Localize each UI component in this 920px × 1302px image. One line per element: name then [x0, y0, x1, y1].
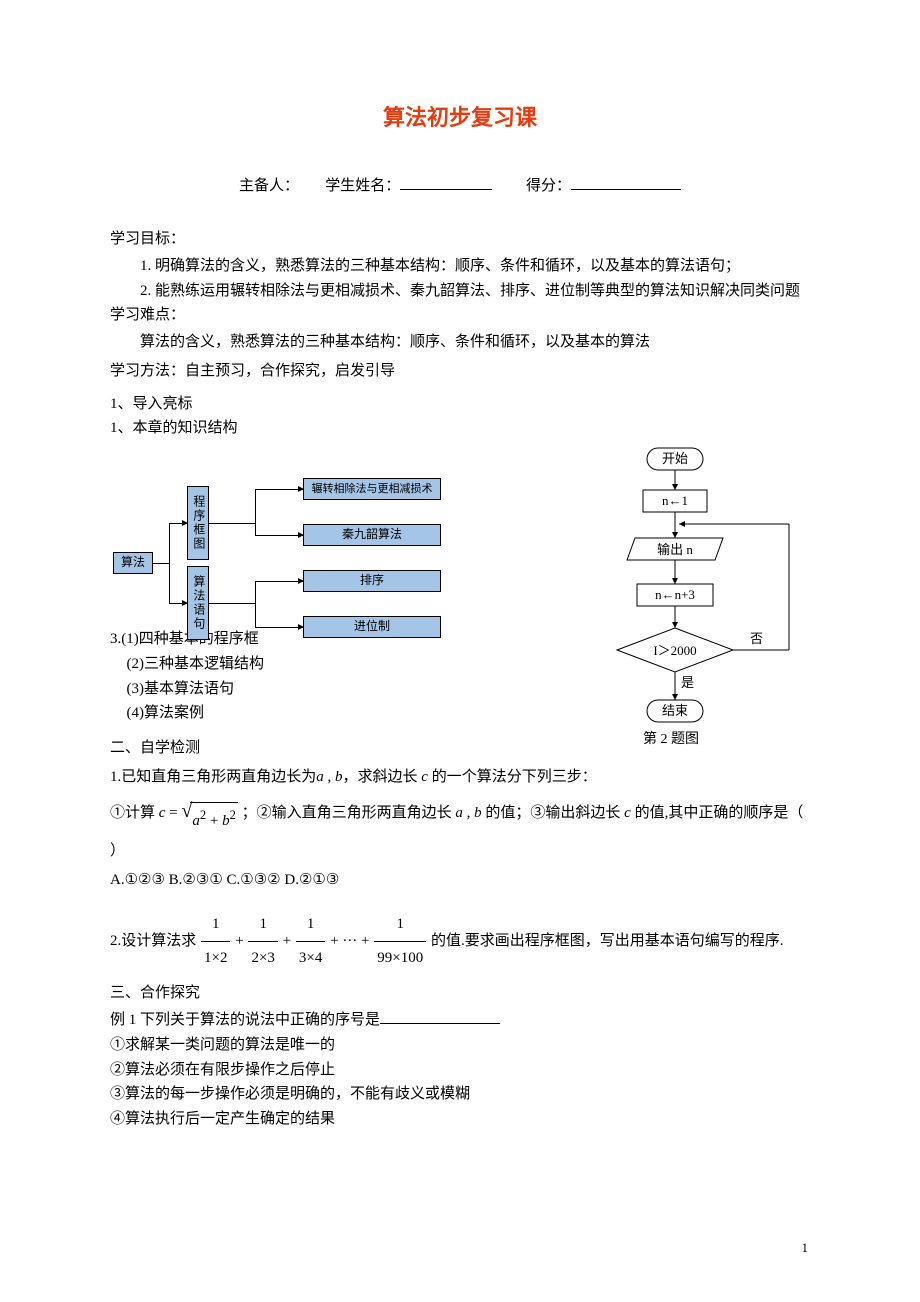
fc-yes-label: 是: [681, 672, 694, 693]
score-label: 得分：: [526, 178, 571, 194]
fc-output: 输出 n: [657, 542, 693, 557]
method-value: 自主预习，合作探究，启发引导: [185, 363, 395, 379]
struct-root: 算法: [113, 552, 153, 574]
student-blank: [400, 175, 492, 190]
ex1-label-line: 例 1 下列关于算法的说法中正确的序号是: [110, 1008, 810, 1033]
fc-start: 开始: [662, 451, 688, 466]
q2: 2.设计算法求 11×2 + 12×3 + 13×4 + ··· + 199×1…: [110, 908, 810, 975]
fc-assign1: n←1: [662, 493, 688, 508]
struct-leaf-3: 进位制: [303, 616, 441, 638]
preparer-label: 主备人：: [239, 178, 299, 194]
objective-1: 1. 明确算法的含义，熟悉算法的三种基本结构：顺序、条件和循环，以及基本的算法语…: [110, 254, 810, 279]
fc-assign2: n←n+3: [655, 587, 695, 602]
ex1-item-3: ③算法的每一步操作必须是明确的，不能有歧义或模糊: [110, 1082, 810, 1107]
fc-caption: 第 2 题图: [643, 728, 699, 751]
method-label: 学习方法：: [110, 363, 185, 379]
page-number: 1: [802, 1237, 809, 1258]
objectives-label: 学习目标：: [110, 227, 810, 252]
ex1-item-2: ②算法必须在有限步操作之后停止: [110, 1058, 810, 1083]
ex1-item-1: ①求解某一类问题的算法是唯一的: [110, 1033, 810, 1058]
ex1-label: 例 1 下列关于算法的说法中正确的序号是: [110, 1012, 380, 1028]
student-label: 学生姓名：: [325, 178, 400, 194]
struct-branch-1: 程序框图: [187, 486, 209, 560]
header-line: 主备人： 学生姓名： 得分：: [110, 174, 810, 199]
score-blank: [571, 175, 681, 190]
objective-2: 2. 能熟练运用辗转相除法与更相减损术、秦九韶算法、排序、进位制等典型的算法知识…: [110, 279, 810, 304]
coop-label: 三、合作探究: [110, 981, 810, 1006]
flowchart: 开始 n←1 输出 n n←n+3 I＞2000 结束 否 是 第 2 题图: [565, 442, 835, 782]
fc-no-label: 否: [750, 628, 763, 649]
struct-leaf-1: 秦九韶算法: [303, 524, 441, 546]
intro-label: 1、导入亮标: [110, 392, 810, 417]
fc-cond: I＞2000: [653, 643, 696, 658]
ex1-item-4: ④算法执行后一定产生确定的结果: [110, 1107, 810, 1132]
method-line: 学习方法：自主预习，合作探究，启发引导: [110, 359, 810, 384]
struct-leaf-0: 辗转相除法与更相减损术: [303, 478, 441, 500]
difficulty-text: 算法的含义，熟悉算法的三种基本结构：顺序、条件和循环，以及基本的算法: [110, 330, 810, 355]
q1-options: A.①②③ B.②③① C.①③② D.②①③: [110, 868, 810, 893]
fc-end: 结束: [662, 703, 688, 718]
structure-label: 1、本章的知识结构: [110, 416, 810, 441]
page-title: 算法初步复习课: [110, 100, 810, 136]
structure-diagram: 算法 程序框图 算法语句 辗转相除法与更相减损术 秦九韶算法 排序 进位制: [113, 478, 443, 658]
struct-branch-2: 算法语句: [187, 566, 209, 640]
q1-line2: ①计算 c = √a2 + b2 ；②输入直角三角形两直角边长 a , b 的值…: [110, 798, 810, 866]
ex1-blank: [380, 1009, 500, 1024]
struct-leaf-2: 排序: [303, 570, 441, 592]
difficulty-label: 学习难点：: [110, 303, 810, 328]
